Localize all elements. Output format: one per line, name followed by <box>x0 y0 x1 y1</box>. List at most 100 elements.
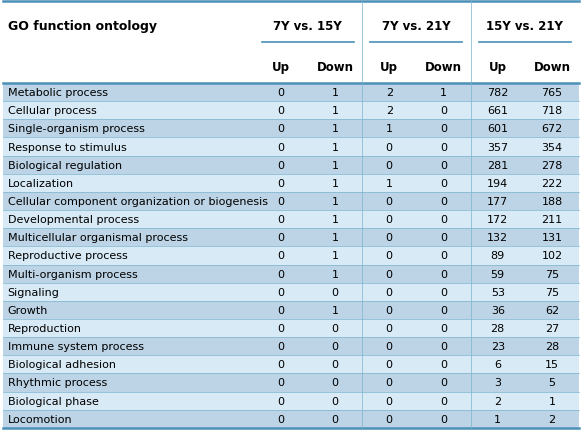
Text: 59: 59 <box>491 269 505 279</box>
Text: 15Y vs. 21Y: 15Y vs. 21Y <box>487 20 563 34</box>
Text: 1: 1 <box>331 106 339 116</box>
Text: 0: 0 <box>386 197 393 206</box>
Text: 53: 53 <box>491 287 505 297</box>
Text: 357: 357 <box>487 142 508 152</box>
Text: 281: 281 <box>487 160 508 170</box>
Text: 601: 601 <box>487 124 508 134</box>
Bar <box>3 265 579 283</box>
Text: 0: 0 <box>277 106 284 116</box>
Text: 36: 36 <box>491 305 505 315</box>
Bar <box>3 84 579 102</box>
Text: 0: 0 <box>386 251 393 261</box>
Text: Up: Up <box>489 61 507 74</box>
Text: 1: 1 <box>331 251 339 261</box>
Text: 7Y vs. 15Y: 7Y vs. 15Y <box>274 20 342 34</box>
Text: 15: 15 <box>545 359 559 369</box>
Text: Signaling: Signaling <box>8 287 59 297</box>
Text: 1: 1 <box>548 396 555 405</box>
Text: Down: Down <box>534 61 570 74</box>
Text: 672: 672 <box>541 124 563 134</box>
Text: 0: 0 <box>440 215 447 224</box>
Text: Reproduction: Reproduction <box>8 323 81 333</box>
Text: 0: 0 <box>440 178 447 188</box>
Text: Biological adhesion: Biological adhesion <box>8 359 116 369</box>
Text: 0: 0 <box>386 287 393 297</box>
Text: 0: 0 <box>277 124 284 134</box>
Text: 0: 0 <box>386 341 393 351</box>
Text: Cellular component organization or biogenesis: Cellular component organization or bioge… <box>8 197 268 206</box>
Text: 661: 661 <box>487 106 508 116</box>
Text: 1: 1 <box>331 269 339 279</box>
Text: 2: 2 <box>494 396 501 405</box>
Text: Reproductive process: Reproductive process <box>8 251 127 261</box>
Text: 2: 2 <box>548 414 556 424</box>
Text: 0: 0 <box>440 251 447 261</box>
Text: 23: 23 <box>491 341 505 351</box>
Text: 0: 0 <box>386 305 393 315</box>
Text: 765: 765 <box>541 88 563 98</box>
Bar <box>3 120 579 138</box>
Text: 1: 1 <box>331 178 339 188</box>
Bar <box>3 374 579 392</box>
Text: 0: 0 <box>440 142 447 152</box>
Bar <box>3 410 579 428</box>
Text: 211: 211 <box>541 215 563 224</box>
Text: 0: 0 <box>331 359 339 369</box>
Bar <box>3 319 579 337</box>
Text: 0: 0 <box>277 142 284 152</box>
Text: Biological regulation: Biological regulation <box>8 160 122 170</box>
Text: Growth: Growth <box>8 305 48 315</box>
Text: 0: 0 <box>440 124 447 134</box>
Bar <box>3 356 579 374</box>
Text: 27: 27 <box>545 323 559 333</box>
Bar <box>3 229 579 247</box>
Text: 0: 0 <box>440 396 447 405</box>
Text: 0: 0 <box>386 359 393 369</box>
Text: Response to stimulus: Response to stimulus <box>8 142 126 152</box>
Text: Multicellular organismal process: Multicellular organismal process <box>8 233 187 243</box>
Text: 0: 0 <box>386 233 393 243</box>
Text: 0: 0 <box>277 287 284 297</box>
Text: 1: 1 <box>331 124 339 134</box>
Text: Down: Down <box>425 61 462 74</box>
Bar <box>3 283 579 301</box>
Text: 0: 0 <box>277 269 284 279</box>
Text: Multi-organism process: Multi-organism process <box>8 269 137 279</box>
Text: 5: 5 <box>548 378 555 387</box>
Text: Immune system process: Immune system process <box>8 341 144 351</box>
Text: 0: 0 <box>331 378 339 387</box>
Text: 0: 0 <box>331 396 339 405</box>
Text: 718: 718 <box>541 106 563 116</box>
Text: 0: 0 <box>277 305 284 315</box>
Text: 1: 1 <box>386 124 393 134</box>
Text: 28: 28 <box>545 341 559 351</box>
Text: 0: 0 <box>440 287 447 297</box>
Text: 0: 0 <box>440 305 447 315</box>
Bar <box>3 175 579 193</box>
Text: 1: 1 <box>331 215 339 224</box>
Text: 62: 62 <box>545 305 559 315</box>
Text: 0: 0 <box>440 414 447 424</box>
Bar <box>3 392 579 410</box>
Text: 172: 172 <box>487 215 508 224</box>
Text: Up: Up <box>380 61 398 74</box>
Bar <box>3 193 579 211</box>
Text: 0: 0 <box>277 160 284 170</box>
Text: 0: 0 <box>386 142 393 152</box>
Text: 0: 0 <box>440 233 447 243</box>
Text: 0: 0 <box>331 323 339 333</box>
Text: 1: 1 <box>494 414 501 424</box>
Text: Developmental process: Developmental process <box>8 215 139 224</box>
Text: 1: 1 <box>331 305 339 315</box>
Text: Biological phase: Biological phase <box>8 396 98 405</box>
Text: GO function ontology: GO function ontology <box>8 20 157 34</box>
Text: Locomotion: Locomotion <box>8 414 72 424</box>
Text: 132: 132 <box>487 233 508 243</box>
Text: 6: 6 <box>494 359 501 369</box>
Text: 0: 0 <box>277 359 284 369</box>
Text: Metabolic process: Metabolic process <box>8 88 108 98</box>
Text: 75: 75 <box>545 287 559 297</box>
Text: 0: 0 <box>440 160 447 170</box>
Bar <box>3 138 579 156</box>
Text: 1: 1 <box>440 88 447 98</box>
